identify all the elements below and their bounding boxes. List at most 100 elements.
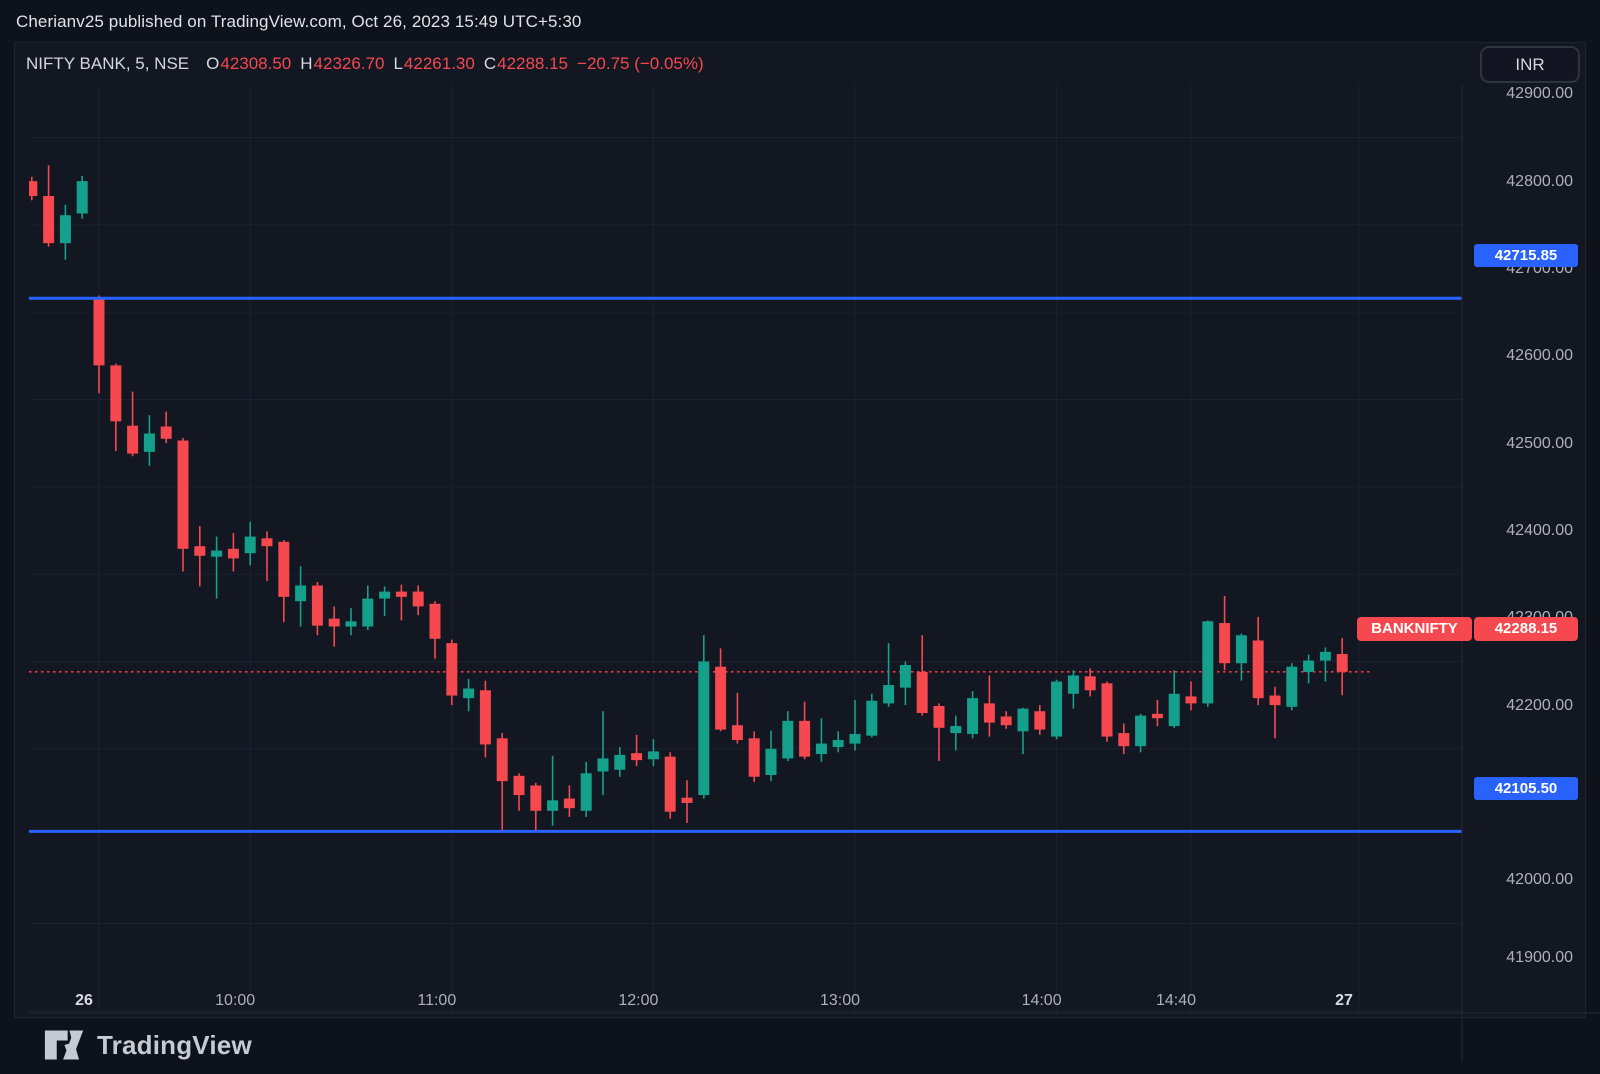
candlestick-chart[interactable] (15, 43, 1600, 1074)
candle-down (177, 440, 189, 549)
candle-down (1000, 716, 1012, 726)
candle-down (446, 643, 458, 696)
candle-down (1118, 733, 1130, 747)
candle-up (883, 685, 895, 704)
candle-down (1101, 683, 1113, 737)
candle-up (1135, 715, 1147, 747)
candle-down (1252, 640, 1264, 699)
price-axis-label: 42400.00 (1506, 522, 1573, 540)
candles-group (29, 165, 1348, 833)
candle-down (278, 541, 290, 597)
tradingview-logo[interactable]: TradingView (44, 1029, 252, 1061)
candle-down (799, 720, 811, 757)
price-axis-label: 42000.00 (1506, 871, 1573, 889)
candle-up (76, 181, 88, 214)
candle-up (815, 743, 827, 755)
candle-down (479, 690, 491, 745)
candle-up (59, 215, 71, 244)
candle-up (463, 688, 475, 699)
chart-panel (14, 42, 1600, 1061)
time-axis-label: 13:00 (819, 992, 861, 1009)
candle-up (647, 751, 659, 760)
candle-up (1202, 621, 1214, 704)
price-axis-label: 42900.00 (1506, 85, 1573, 103)
candle-down (496, 738, 508, 782)
price-axis-label: 41900.00 (1506, 949, 1573, 966)
symbol-legend[interactable]: NIFTY BANK, 5, NSE O 42308.50 H 42326.70 L… (26, 54, 704, 74)
candle-up (698, 661, 710, 796)
time-axis-label: 10:00 (215, 992, 256, 1009)
candle-down (1185, 696, 1197, 704)
time-axis-label: 27 (1335, 992, 1353, 1009)
candle-down (29, 181, 38, 196)
candle-up (580, 773, 592, 811)
level-price-tag-lower: 42105.50 (1474, 776, 1578, 800)
candle-down (631, 753, 643, 761)
candle-up (345, 621, 357, 627)
high-value: H 42326.70 (300, 54, 385, 73)
candle-up (967, 698, 979, 734)
candle-up (1319, 651, 1331, 661)
candle-up (211, 550, 223, 557)
tradingview-logo-icon (44, 1030, 84, 1060)
candle-up (866, 700, 878, 736)
candle-up (244, 536, 256, 554)
time-axis-label: 11:00 (417, 992, 457, 1009)
candle-down (1034, 711, 1046, 730)
price-axis-label: 42500.00 (1506, 434, 1573, 452)
candle-up (1235, 635, 1247, 664)
candle-up (782, 720, 794, 759)
candle-down (916, 671, 928, 713)
candle-down (1084, 676, 1096, 691)
price-axis-label: 42200.00 (1506, 696, 1573, 714)
symbol-title: NIFTY BANK, 5, NSE (26, 54, 190, 73)
candle-up (1168, 693, 1180, 727)
candle-down (681, 797, 693, 803)
attribution-text: Cherianv25 published on TradingView.com,… (16, 12, 582, 31)
candle-up (950, 726, 962, 734)
candle-down (395, 591, 407, 597)
candle-down (261, 538, 273, 547)
candle-down (311, 585, 323, 626)
candle-down (530, 785, 542, 811)
candle-up (362, 598, 374, 627)
candle-down (328, 618, 340, 627)
candle-up (765, 748, 777, 775)
candle-up (547, 800, 559, 811)
change-value: −20.75 (−0.05%) (577, 54, 704, 73)
low-value: L 42261.30 (393, 54, 475, 73)
candle-up (1286, 666, 1298, 707)
candle-down (227, 548, 239, 559)
currency-button[interactable]: INR (1480, 46, 1580, 83)
candle-down (983, 703, 995, 723)
candle-up (899, 664, 911, 688)
candle-down (715, 666, 727, 730)
level-price-tag-upper: 42715.85 (1474, 243, 1578, 267)
price-axis-label: 42600.00 (1506, 347, 1573, 365)
time-axis-label: 14:00 (1021, 992, 1062, 1009)
candle-down (160, 426, 172, 439)
open-value: O 42308.50 (206, 54, 292, 73)
candle-up (849, 733, 861, 744)
candle-down (412, 591, 424, 607)
tradingview-logo-text: TradingView (97, 1029, 252, 1060)
candle-up (1017, 708, 1029, 732)
time-axis-label: 26 (75, 992, 93, 1009)
candle-down (110, 365, 122, 422)
symbol-price-line-tag: BANKNIFTY (1357, 616, 1472, 641)
candle-up (614, 754, 626, 770)
candle-down (1336, 654, 1348, 672)
candle-up (295, 585, 307, 602)
candle-down (513, 775, 525, 796)
candle-down (664, 756, 676, 812)
candle-down (748, 738, 760, 777)
candle-up (379, 591, 391, 599)
candle-up (832, 740, 844, 748)
candle-down (43, 195, 55, 244)
last-price-tag: 42288.15 (1474, 616, 1578, 641)
candle-down (93, 299, 105, 366)
candle-down (429, 603, 441, 639)
time-axis-label: 12:00 (618, 992, 659, 1009)
candle-down (1269, 695, 1281, 706)
